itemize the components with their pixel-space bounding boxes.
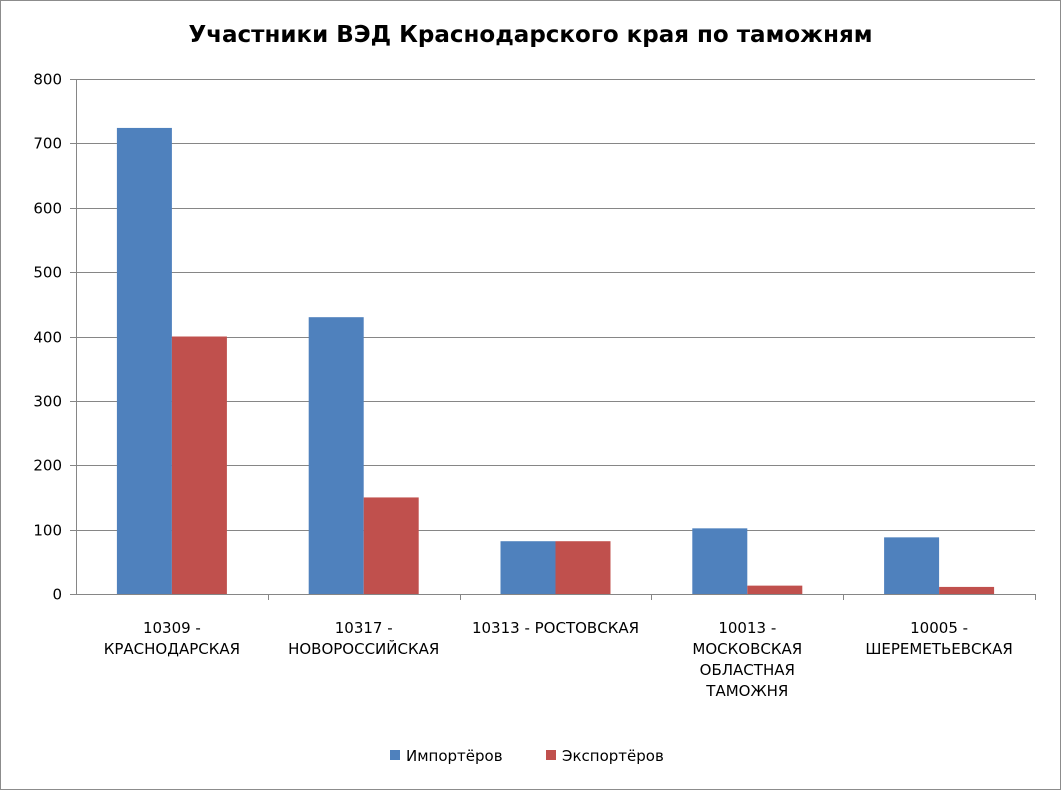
chart-title: Участники ВЭД Краснодарского края по там… bbox=[188, 22, 873, 48]
y-tick-label: 100 bbox=[33, 522, 62, 540]
y-tick-label: 600 bbox=[33, 200, 62, 218]
y-tick-label: 400 bbox=[33, 329, 62, 347]
axes bbox=[70, 79, 1036, 600]
legend-importers: Импортёров bbox=[390, 747, 503, 765]
x-category-label: 10013 -МОСКОВСКАЯ ОБЛАСТНАЯ ТАМОЖНЯ bbox=[692, 619, 802, 700]
y-tick-label: 300 bbox=[33, 393, 62, 411]
gridlines bbox=[76, 79, 1035, 531]
legend-label: Импортёров bbox=[406, 747, 503, 765]
x-category-label: 10313 - РОСТОВСКАЯ bbox=[472, 619, 639, 637]
y-tick-label: 200 bbox=[33, 457, 62, 475]
bar-exporters bbox=[555, 541, 611, 594]
x-category-label: 10317 -НОВОРОССИЙСКАЯ bbox=[288, 619, 439, 658]
axis-labels: 0 100 200 300 400 500 600 700 800 10309 -КРАСНОДА… bbox=[33, 71, 1012, 701]
bar-importers bbox=[500, 541, 556, 594]
legend: Импортёров Экспортёров bbox=[390, 747, 664, 765]
bar-importers bbox=[692, 528, 748, 594]
y-tick-label: 500 bbox=[33, 264, 62, 282]
y-tick-label: 0 bbox=[52, 586, 62, 604]
y-tick-label: 800 bbox=[33, 71, 62, 89]
x-category-label: 10309 -КРАСНОДАРСКАЯ bbox=[104, 619, 240, 658]
bar-exporters bbox=[363, 497, 419, 594]
bar-exporters bbox=[171, 336, 227, 594]
y-tick-label: 700 bbox=[33, 135, 62, 153]
legend-swatch bbox=[390, 750, 400, 760]
legend-swatch bbox=[546, 750, 556, 760]
bar-importers bbox=[884, 537, 940, 594]
x-category-label: 10005 -ШЕРЕМЕТЬЕВСКАЯ bbox=[865, 619, 1013, 658]
bar-exporters bbox=[939, 586, 995, 594]
legend-exporters: Экспортёров bbox=[546, 747, 664, 765]
bars bbox=[116, 127, 995, 595]
bar-importers bbox=[308, 317, 364, 594]
legend-label: Экспортёров bbox=[562, 747, 664, 765]
bar-exporters bbox=[747, 585, 803, 594]
bar-importers bbox=[116, 127, 172, 595]
